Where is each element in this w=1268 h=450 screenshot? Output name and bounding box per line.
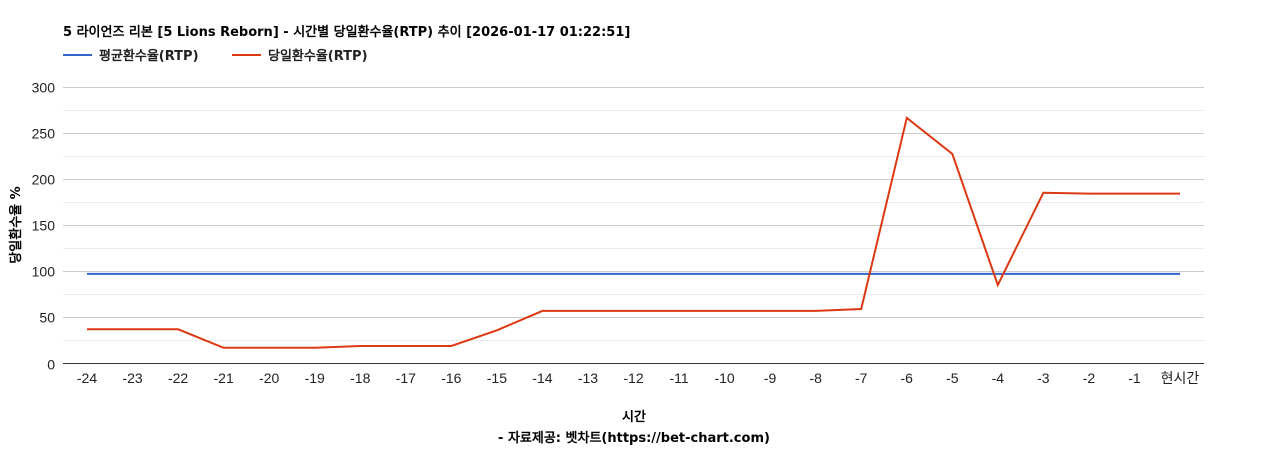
y-tick-label: 150 — [32, 218, 56, 234]
x-tick-label: -11 — [669, 370, 688, 386]
legend-item-average-rtp[interactable]: 평균환수율(RTP) — [63, 48, 199, 64]
y-tick-label: 250 — [32, 126, 56, 142]
y-tick-label: 100 — [32, 264, 56, 280]
daily-rtp-line[interactable] — [87, 116, 1180, 349]
x-tick-label: -23 — [122, 370, 142, 386]
y-tick-label: 300 — [32, 80, 56, 96]
x-tick-label: -17 — [396, 370, 416, 386]
y-tick-label: 50 — [39, 310, 55, 326]
x-tick-label: -3 — [1037, 370, 1050, 386]
y-axis-ticks: 0 50 100 150 200 250 300 — [32, 80, 56, 373]
x-tick-label: -19 — [305, 370, 325, 386]
x-tick-label: -9 — [764, 370, 777, 386]
x-tick-label: -18 — [350, 370, 370, 386]
y-tick-label: 200 — [32, 172, 56, 188]
x-tick-label: -2 — [1083, 370, 1096, 386]
legend: 평균환수율(RTP) 당일환수율(RTP) — [63, 48, 368, 64]
legend-label-daily-rtp: 당일환수율(RTP) — [268, 48, 368, 64]
x-tick-label: -20 — [259, 370, 279, 386]
x-tick-label: -15 — [487, 370, 507, 386]
x-tick-label: -24 — [77, 370, 97, 386]
x-tick-label: -4 — [992, 370, 1005, 386]
x-axis-ticks: -24 -23 -22 -21 -20 -19 -18 -17 -16 -15 -14 -13 -12 -… — [77, 370, 1200, 386]
y-axis-title: 당일환수율 % — [8, 186, 24, 263]
legend-label-average-rtp: 평균환수율(RTP) — [99, 48, 199, 64]
y-tick-label: 0 — [47, 357, 55, 373]
x-tick-label: -6 — [901, 370, 914, 386]
x-tick-label: -10 — [714, 370, 734, 386]
x-tick-label: -8 — [809, 370, 822, 386]
x-tick-label: 현시간 — [1161, 370, 1200, 386]
data-series — [87, 116, 1180, 349]
x-tick-label: -12 — [623, 370, 643, 386]
x-tick-label: -5 — [946, 370, 959, 386]
x-tick-label: -1 — [1128, 370, 1141, 386]
legend-item-daily-rtp[interactable]: 당일환수율(RTP) — [232, 48, 368, 64]
gridlines — [63, 87, 1204, 341]
x-axis-title: 시간 — [622, 409, 646, 425]
x-tick-label: -21 — [214, 370, 234, 386]
x-tick-label: -22 — [168, 370, 188, 386]
x-tick-label: -13 — [578, 370, 598, 386]
chart-title: 5 라이언즈 리본 [5 Lions Reborn] - 시간별 당일환수율(R… — [63, 24, 630, 40]
data-source-credit: - 자료제공: 벳차트(https://bet-chart.com) — [498, 430, 770, 446]
x-tick-label: -7 — [855, 370, 868, 386]
x-tick-label: -14 — [532, 370, 552, 386]
x-tick-label: -16 — [441, 370, 461, 386]
